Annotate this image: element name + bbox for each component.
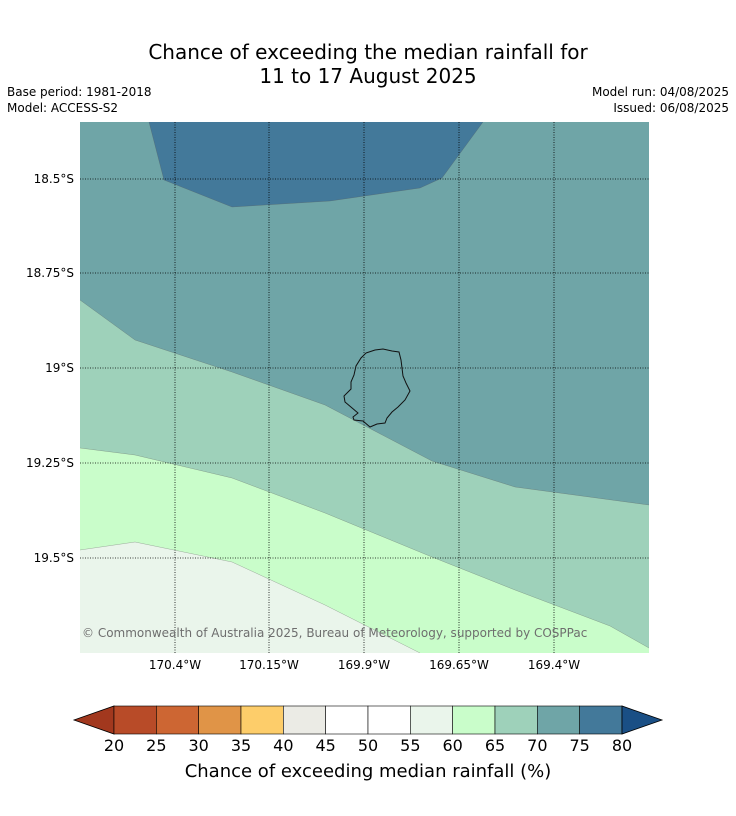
colorbar-segment-40-45: [283, 705, 326, 735]
colorbar-tick-70: 70: [527, 736, 548, 755]
colorbar-segment-20-25: [113, 705, 157, 735]
colorbar-tick-35: 35: [230, 736, 252, 755]
colorbar-tick-75: 75: [569, 736, 590, 755]
meta-right: Model run: 04/08/2025 Issued: 06/08/2025: [592, 84, 729, 116]
colorbar-tick-45: 45: [315, 736, 336, 755]
colorbar-segment-35-40: [240, 705, 284, 735]
zone-55-60: [80, 542, 420, 653]
contour-lines: [80, 122, 649, 653]
lon-label-170-4: 170.4°W: [148, 658, 202, 672]
colorbar-extend-high: [621, 705, 664, 735]
lat-label-19: 19°S: [45, 361, 74, 375]
lon-label-169-65: 169.65°W: [429, 658, 489, 672]
colorbar-segment-30-35: [198, 705, 242, 735]
colorbar-segment-55-60: [410, 705, 453, 735]
lon-label-170-15: 170.15°W: [239, 658, 299, 672]
zone-75-80: [149, 122, 483, 207]
colorbar-extend-low: [72, 705, 115, 735]
colorbar-tick-25: 25: [146, 736, 167, 755]
colorbar-tick-60: 60: [442, 736, 463, 755]
colorbar-tick-50: 50: [357, 736, 379, 755]
colorbar-tick-80: 80: [611, 736, 633, 755]
model-name: Model: ACCESS-S2: [7, 101, 119, 115]
colorbar-segment-60-65: [452, 705, 496, 735]
meta-left: Base period: 1981-2018 Model: ACCESS-S2: [7, 84, 152, 116]
lat-label-18-75: 18.75°S: [26, 266, 74, 280]
colorbar-tick-55: 55: [400, 736, 421, 755]
colorbar-segment-25-30: [156, 705, 199, 735]
colorbar-tick-40: 40: [273, 736, 294, 755]
niue-island-outline: [343, 348, 411, 428]
colorbar-tick-20: 20: [103, 736, 125, 755]
lon-label-169-9: 169.9°W: [337, 658, 391, 672]
rainfall-map: [80, 122, 649, 653]
colorbar-tick-65: 65: [484, 736, 506, 755]
issued-date: Issued: 06/08/2025: [613, 101, 729, 115]
colorbar-segment-75-80: [579, 705, 623, 735]
model-run: Model run: 04/08/2025: [591, 85, 729, 99]
grid-lines: [80, 122, 649, 653]
lon-label-169-4: 169.4°W: [527, 658, 581, 672]
title-line-1: Chance of exceeding the median rainfall …: [148, 40, 588, 64]
lat-label-19-25: 19.25°S: [26, 456, 74, 470]
lat-label-19-5: 19.5°S: [33, 551, 74, 565]
colorbar-segment-45-50: [325, 705, 369, 735]
colorbar-title: Chance of exceeding median rainfall (%): [184, 761, 552, 782]
colorbar-tick-30: 30: [188, 736, 209, 755]
lat-label-18-5: 18.5°S: [33, 172, 74, 186]
title-line-2: 11 to 17 August 2025: [259, 64, 477, 88]
colorbar-segment-65-70: [494, 705, 538, 735]
colorbar-segment-50-55: [367, 705, 411, 735]
colorbar-segment-70-75: [537, 705, 580, 735]
copyright-notice: © Commonwealth of Australia 2025, Bureau…: [82, 626, 588, 640]
base-period: Base period: 1981-2018: [7, 85, 152, 99]
